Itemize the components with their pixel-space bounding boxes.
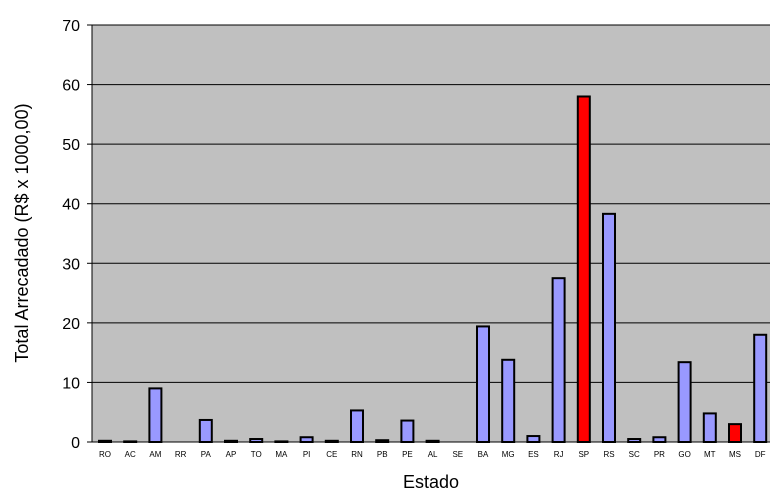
x-tick-label: DF <box>755 450 766 459</box>
x-tick-label: TO <box>251 450 262 459</box>
x-tick-label: MA <box>275 450 288 459</box>
x-tick-label: PE <box>402 450 413 459</box>
y-tick-label: 30 <box>62 256 80 273</box>
bar-pe <box>400 419 415 444</box>
bar-rn <box>350 409 364 444</box>
x-tick-label: RJ <box>554 450 564 459</box>
y-axis-title: Total Arrecadado (R$ x 1000,00) <box>12 103 32 362</box>
x-tick-label: PI <box>303 450 311 459</box>
x-tick-label: MT <box>704 450 716 459</box>
x-tick-label: RR <box>175 450 187 459</box>
bar-mg <box>501 358 516 444</box>
x-tick-label: AM <box>149 450 161 459</box>
x-tick-label: SP <box>578 450 589 459</box>
bar-ba <box>476 325 490 443</box>
x-tick-label: SC <box>629 450 640 459</box>
x-tick-label: PB <box>377 450 388 459</box>
gridlines <box>92 24 770 383</box>
bar-pr <box>652 436 667 443</box>
bar-pa <box>198 418 213 443</box>
bar-sp <box>576 95 591 443</box>
x-tick-label: CE <box>326 450 337 459</box>
x-tick-label: AP <box>226 450 237 459</box>
x-tick-label: RS <box>603 450 614 459</box>
y-tick-label: 10 <box>62 375 80 392</box>
x-tick-label: GO <box>678 450 690 459</box>
x-tick-labels: RO AC AM RR PA AP TO MA PI CE RN PB PE AL SE BA MG ES RJ SP… <box>99 450 766 459</box>
x-tick-label: RN <box>351 450 363 459</box>
x-tick-label: BA <box>478 450 489 459</box>
bar-go <box>677 361 692 443</box>
x-tick-label: PA <box>201 450 212 459</box>
bar-rj <box>551 277 566 443</box>
x-tick-label: AC <box>125 450 136 459</box>
bar-mt <box>702 412 717 443</box>
y-tick-label: 50 <box>62 137 80 154</box>
bar-pi <box>299 436 314 443</box>
x-tick-label: ES <box>528 450 539 459</box>
bar-rs <box>602 212 616 443</box>
y-tick-label: 20 <box>62 316 80 333</box>
x-tick-label: AL <box>428 450 438 459</box>
bar-df <box>753 333 768 443</box>
y-tick-label: 60 <box>62 78 80 95</box>
x-tick-label: MS <box>729 450 741 459</box>
y-tick-label: 40 <box>62 197 80 214</box>
x-tick-label: MG <box>502 450 515 459</box>
x-tick-label: PR <box>654 450 665 459</box>
bar-es <box>526 435 541 443</box>
plot-area <box>92 25 770 442</box>
y-tick-label: 70 <box>62 18 80 35</box>
bar-am <box>148 387 163 443</box>
x-tick-label: RO <box>99 450 111 459</box>
bar-ms <box>728 423 742 443</box>
y-tick-labels: 0 10 20 30 40 50 60 70 <box>62 18 80 452</box>
x-axis-title: Estado <box>403 472 459 492</box>
x-tick-label: SE <box>452 450 463 459</box>
y-tick-label: 0 <box>71 435 80 452</box>
axes <box>87 24 770 443</box>
